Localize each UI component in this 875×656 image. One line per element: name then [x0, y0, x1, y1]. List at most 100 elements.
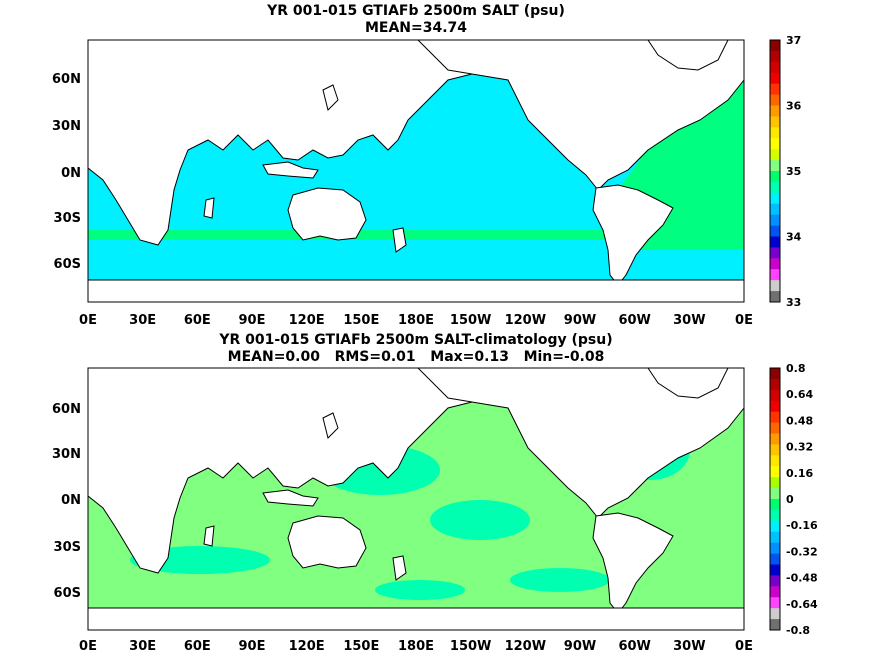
colorbar-swatch [770, 608, 780, 620]
colorbar-swatch [770, 61, 780, 74]
panel1-frame [87, 39, 745, 303]
colorbar-swatch [770, 83, 780, 96]
lon-tick-label: 150W [450, 313, 491, 328]
lon-tick-label: 0E [735, 313, 753, 328]
lon-tick-label: 60W [618, 313, 650, 328]
lon-tick-label: 60W [618, 639, 650, 654]
colorbar-label: -0.48 [786, 572, 818, 585]
colorbar-swatch [770, 280, 780, 292]
colorbar-swatch [770, 444, 780, 456]
lon-tick-label: 150W [450, 639, 491, 654]
lon-tick-label: 0E [79, 313, 97, 328]
colorbar-swatch [770, 433, 780, 445]
colorbar-swatch [770, 509, 780, 522]
lat-tick-label: 60S [54, 586, 81, 601]
colorbar-label: 34 [786, 231, 802, 244]
colorbar-label: 0.16 [786, 467, 813, 480]
lon-tick-label: 60E [184, 313, 211, 328]
lon-tick-label: 90E [239, 639, 266, 654]
colorbar-swatch [770, 400, 780, 413]
colorbar-swatch [770, 542, 780, 555]
colorbar-swatch [770, 247, 780, 259]
colorbar-swatch [770, 181, 780, 194]
lon-tick-label: 90W [564, 313, 596, 328]
colorbar-swatch [770, 127, 780, 139]
lat-tick-label: 0N [61, 166, 81, 181]
lon-tick-label: 90E [239, 313, 266, 328]
colorbar-label: 0 [786, 493, 794, 506]
panel2-subtitle: MEAN=0.00 RMS=0.01 Max=0.13 Min=-0.08 [227, 349, 605, 365]
lon-tick-label: 120W [505, 639, 546, 654]
colorbar-label: -0.8 [786, 624, 810, 637]
colorbar-frame [769, 39, 781, 303]
colorbar-swatch [770, 160, 780, 172]
colorbar-swatch [770, 422, 780, 434]
colorbar-swatch [770, 105, 780, 117]
lon-tick-label: 30E [129, 313, 156, 328]
lon-tick-label: 30E [129, 639, 156, 654]
colorbar-swatch [770, 564, 780, 576]
colorbar-swatch [770, 50, 780, 63]
lat-tick-label: 0N [61, 493, 81, 508]
colorbar-swatch [770, 389, 780, 402]
colorbar-swatch [770, 531, 780, 544]
colorbar-frame [769, 367, 781, 631]
colorbar-swatch [770, 455, 780, 467]
lon-tick-label: 0E [735, 639, 753, 654]
colorbar-swatch [770, 553, 780, 565]
lon-tick-label: 60E [184, 639, 211, 654]
lat-tick-label: 30S [54, 211, 81, 226]
lon-tick-label: 30W [673, 313, 705, 328]
colorbar-swatch [770, 72, 780, 85]
panel1-map [87, 39, 745, 303]
colorbar-swatch [770, 236, 780, 248]
colorbar-swatch [770, 225, 780, 237]
colorbar-label: -0.64 [786, 598, 818, 611]
colorbar-label: 33 [786, 296, 801, 309]
colorbar-label: -0.16 [786, 519, 818, 532]
panel1-title: YR 001-015 GTIAFb 2500m SALT (psu) [267, 3, 565, 19]
colorbar-swatch [770, 520, 780, 533]
colorbar-label: 35 [786, 165, 801, 178]
colorbar-swatch [770, 499, 780, 511]
colorbar-swatch [770, 597, 780, 609]
colorbar-swatch [770, 586, 780, 598]
colorbar-swatch [770, 477, 780, 489]
colorbar-label: -0.32 [786, 545, 818, 558]
lon-tick-label: 150E [343, 639, 379, 654]
lat-tick-label: 60N [52, 402, 81, 417]
colorbar-swatch [770, 575, 780, 587]
panel1-southern-ocean-field [88, 230, 744, 240]
colorbar-swatch [770, 214, 780, 227]
colorbar-label: 0.48 [786, 414, 813, 427]
colorbar-swatch [770, 192, 780, 205]
colorbar-swatch [770, 378, 780, 391]
colorbar-label: 0.64 [786, 388, 813, 401]
colorbar-swatch [770, 619, 780, 631]
colorbar-label: 36 [786, 100, 802, 113]
colorbar-swatch [770, 368, 780, 380]
lon-tick-label: 90W [564, 639, 596, 654]
colorbar-swatch [770, 291, 780, 303]
lon-tick-label: 180E [398, 313, 434, 328]
colorbar-swatch [770, 269, 780, 281]
lon-tick-label: 120W [505, 313, 546, 328]
colorbar-swatch [770, 149, 780, 161]
panel2-title: YR 001-015 GTIAFb 2500m SALT-climatology… [219, 332, 613, 348]
colorbar-label: 37 [786, 34, 801, 47]
lon-tick-label: 180E [398, 639, 434, 654]
colorbar-swatch [770, 203, 780, 216]
panel1-subtitle: MEAN=34.74 [364, 20, 468, 36]
colorbar-label: 0.8 [786, 362, 806, 375]
colorbar-swatch [770, 466, 780, 478]
colorbar-swatch [770, 116, 780, 128]
lat-tick-label: 60N [52, 72, 81, 87]
lon-tick-label: 0E [79, 639, 97, 654]
colorbar-swatch [770, 488, 780, 500]
panel2-map [87, 367, 745, 631]
lat-tick-label: 30S [54, 540, 81, 555]
lon-tick-label: 120E [289, 639, 325, 654]
colorbar-swatch [770, 94, 780, 106]
lat-tick-label: 60S [54, 257, 81, 272]
